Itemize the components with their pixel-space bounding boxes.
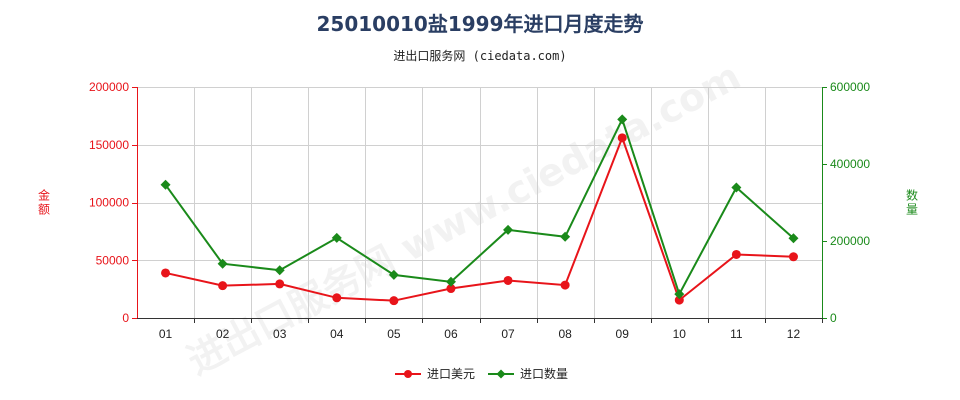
data-point-series-1 — [617, 133, 627, 143]
left-axis-tick-label: 0 — [122, 311, 129, 325]
data-point-series-2 — [560, 231, 571, 242]
data-point-series-2 — [788, 233, 799, 244]
data-point-series-1 — [731, 249, 741, 259]
right-axis-tick-label: 200000 — [830, 234, 870, 248]
data-point-series-2 — [160, 179, 171, 190]
right-axis-title: 数量 — [906, 188, 918, 217]
data-point-series-2 — [445, 276, 456, 287]
data-point-series-2 — [674, 289, 685, 300]
left-axis-tick-label: 150000 — [89, 138, 129, 152]
x-axis-tick-label: 07 — [501, 327, 515, 341]
legend-marker-1 — [404, 370, 412, 378]
legend-label-1: 进口美元 — [427, 367, 475, 381]
data-point-series-1 — [560, 280, 570, 290]
data-point-series-2 — [274, 265, 285, 276]
data-point-series-1 — [332, 293, 342, 303]
left-axis-tick-label: 200000 — [89, 80, 129, 94]
data-point-series-2 — [503, 224, 514, 235]
x-axis-tick-label: 03 — [273, 327, 287, 341]
watermark: 进出口服务网 www.ciedata.com — [180, 54, 747, 384]
data-point-series-2 — [217, 258, 228, 269]
left-axis-tick-label: 100000 — [89, 196, 129, 210]
data-point-series-1 — [503, 275, 513, 285]
data-point-series-1 — [161, 268, 171, 278]
data-point-series-1 — [446, 284, 456, 294]
x-axis-tick-label: 08 — [558, 327, 572, 341]
x-axis-tick-label: 11 — [730, 327, 743, 341]
x-axis-tick-label: 06 — [444, 327, 458, 341]
data-point-series-1 — [275, 279, 285, 289]
series-line-1 — [165, 134, 794, 302]
x-axis-tick-label: 12 — [787, 327, 801, 341]
x-axis-tick-label: 04 — [330, 327, 344, 341]
x-axis-tick-label: 02 — [216, 327, 230, 341]
data-point-series-1 — [218, 281, 228, 291]
data-point-series-2 — [388, 269, 399, 280]
chart-title: 25010010盐1999年进口月度走势 — [316, 12, 644, 36]
left-axis-title: 金额 — [38, 188, 50, 217]
x-axis-tick-label: 01 — [159, 327, 173, 341]
series-line-2 — [164, 116, 795, 297]
legend-marker-2 — [496, 369, 506, 379]
data-point-series-2 — [331, 232, 342, 243]
right-axis-tick-label: 600000 — [830, 80, 870, 94]
chart-subtitle: 进出口服务网 (ciedata.com) — [393, 49, 567, 63]
x-axis-tick-label: 05 — [387, 327, 401, 341]
right-axis-tick-label: 400000 — [830, 157, 870, 171]
right-axis-tick-label: 0 — [830, 311, 837, 325]
data-point-series-1 — [788, 252, 798, 262]
data-point-series-1 — [674, 295, 684, 305]
x-axis-tick-label: 09 — [616, 327, 630, 341]
data-point-series-2 — [731, 182, 742, 193]
data-point-series-1 — [389, 296, 399, 306]
x-axis-tick-label: 10 — [673, 327, 687, 341]
left-axis-tick-label: 50000 — [96, 253, 130, 267]
legend-label-2: 进口数量 — [520, 366, 568, 381]
data-point-series-2 — [617, 114, 628, 125]
